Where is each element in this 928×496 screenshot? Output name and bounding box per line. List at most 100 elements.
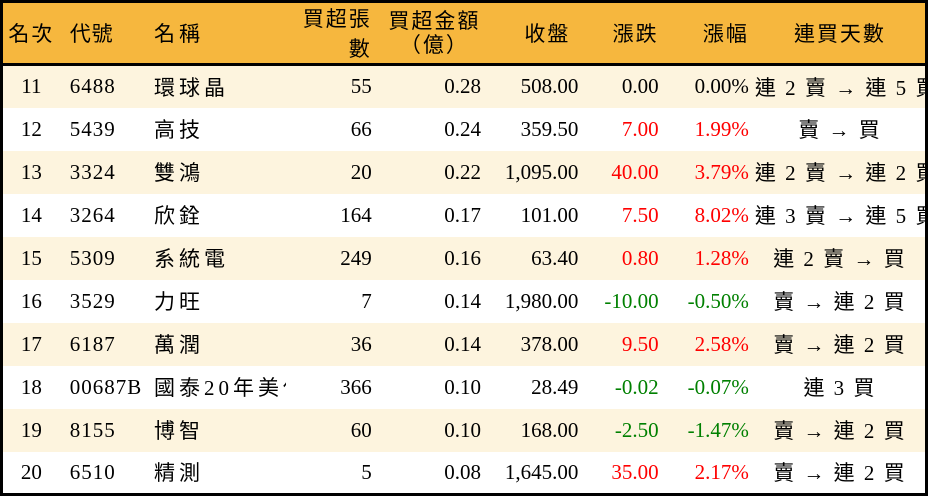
cell-buy-volume: 5: [361, 459, 372, 484]
cell-code: 6510: [69, 459, 116, 484]
cell-change: 7.00: [621, 116, 659, 141]
cell-change-pct: -0.07%: [687, 374, 749, 399]
cell-code: 6488: [69, 74, 116, 99]
cell-close: 168.00: [520, 417, 579, 442]
cell-change: -2.50: [614, 417, 659, 442]
cell-change: 9.50: [621, 331, 659, 356]
cell-change-pct: -0.50%: [687, 288, 749, 313]
cell-buy-amount: 0.14: [444, 331, 482, 356]
cell-rank: 15: [20, 245, 42, 270]
cell-change: 0.00: [621, 74, 659, 99]
table-row: 16 3529 力旺 7 0.14 1,980.00 -10.00 -0.50%…: [1, 279, 927, 323]
cell-close: 359.50: [520, 116, 579, 141]
cell-buy-amount: 0.28: [444, 74, 482, 99]
cell-change-pct: 1.28%: [694, 245, 749, 270]
header-change: 漲跌: [584, 1, 665, 66]
table-header: 名次 代號 名稱 買超張數 買超金額 （億） 收盤 漲跌 漲幅 連買天數: [1, 1, 927, 66]
cell-rank: 20: [20, 459, 42, 484]
header-buy-amount-line2: （億）: [399, 33, 469, 57]
table-row: 20 6510 精測 5 0.08 1,645.00 35.00 2.17% 賣…: [1, 451, 927, 495]
header-name: 名稱: [145, 1, 287, 66]
cell-buy-amount: 0.22: [444, 159, 482, 184]
cell-rank: 16: [20, 288, 42, 313]
cell-buy-amount: 0.08: [444, 459, 482, 484]
cell-buy-amount: 0.10: [444, 417, 482, 442]
cell-name: 精測: [153, 461, 204, 486]
cell-streak: 賣 → 連 2 買: [773, 290, 907, 314]
cell-code: 3529: [69, 288, 116, 313]
cell-change: 7.50: [621, 202, 659, 227]
cell-close: 28.49: [531, 374, 579, 399]
header-code: 代號: [59, 1, 146, 66]
cell-streak: 賣 → 連 2 買: [773, 333, 907, 357]
cell-change-pct: -1.47%: [687, 417, 749, 442]
cell-buy-amount: 0.17: [444, 202, 482, 227]
cell-change-pct: 2.58%: [694, 331, 749, 356]
table-body: 11 6488 環球晶 55 0.28 508.00 0.00 0.00% 連 …: [1, 64, 927, 495]
cell-code: 5439: [69, 116, 116, 141]
table-row: 15 5309 系統電 249 0.16 63.40 0.80 1.28% 連 …: [1, 236, 927, 280]
cell-buy-amount: 0.14: [444, 288, 482, 313]
cell-name: 萬潤: [153, 333, 204, 357]
cell-name: 高技: [153, 118, 204, 142]
cell-streak: 賣 → 連 2 買: [773, 461, 907, 486]
cell-change: 40.00: [611, 159, 659, 184]
cell-name: 環球晶: [153, 75, 229, 100]
header-close: 收盤: [487, 1, 585, 66]
cell-rank: 13: [20, 159, 42, 184]
cell-change-pct: 3.79%: [694, 159, 749, 184]
cell-rank: 11: [21, 74, 42, 99]
cell-buy-volume: 164: [340, 202, 372, 227]
header-streak: 連買天數: [754, 1, 927, 66]
cell-buy-volume: 66: [350, 116, 372, 141]
cell-change-pct: 8.02%: [694, 202, 749, 227]
cell-close: 508.00: [520, 74, 579, 99]
cell-change: 35.00: [611, 459, 659, 484]
cell-streak: 連 2 賣 → 連 5 買: [754, 75, 927, 100]
cell-close: 101.00: [520, 202, 579, 227]
cell-name: 欣銓: [153, 204, 204, 228]
cell-code: 3324: [69, 159, 116, 184]
cell-streak: 連 2 賣 → 連 2 買: [754, 161, 927, 185]
table-row: 19 8155 博智 60 0.10 168.00 -2.50 -1.47% 賣…: [1, 408, 927, 452]
header-buy-amount: 買超金額 （億）: [381, 1, 488, 66]
cell-close: 63.40: [531, 245, 579, 270]
cell-buy-volume: 60: [350, 417, 372, 442]
table-row: 17 6187 萬潤 36 0.14 378.00 9.50 2.58% 賣 →…: [1, 322, 927, 366]
cell-change: -10.00: [604, 288, 659, 313]
cell-name: 系統電: [153, 247, 229, 271]
cell-change-pct: 2.17%: [694, 459, 749, 484]
cell-change-pct: 0.00%: [694, 74, 749, 99]
cell-buy-volume: 366: [340, 374, 372, 399]
header-row: 名次 代號 名稱 買超張數 買超金額 （億） 收盤 漲跌 漲幅 連買天數: [1, 1, 927, 66]
cell-close: 1,095.00: [504, 159, 579, 184]
cell-buy-volume: 36: [350, 331, 372, 356]
cell-code: 00687B: [69, 374, 143, 399]
cell-streak: 連 3 買: [803, 376, 877, 400]
cell-name: 雙鴻: [153, 161, 204, 185]
cell-change: -0.02: [614, 374, 659, 399]
table-row: 13 3324 雙鴻 20 0.22 1,095.00 40.00 3.79% …: [1, 150, 927, 194]
cell-rank: 19: [20, 417, 42, 442]
cell-close: 1,645.00: [504, 459, 579, 484]
header-buy-amount-line1: 買超金額: [388, 8, 481, 33]
cell-streak: 賣 → 連 2 買: [773, 419, 907, 443]
header-change-pct: 漲幅: [664, 1, 755, 66]
cell-buy-volume: 249: [340, 245, 372, 270]
table-row: 18 00687B 國泰20年美債 366 0.10 28.49 -0.02 -…: [1, 365, 927, 409]
cell-buy-amount: 0.16: [444, 245, 482, 270]
cell-name: 博智: [153, 419, 204, 443]
table-row: 14 3264 欣銓 164 0.17 101.00 7.50 8.02% 連 …: [1, 193, 927, 237]
table-row: 12 5439 高技 66 0.24 359.50 7.00 1.99% 賣 →…: [1, 107, 927, 151]
cell-close: 1,980.00: [504, 288, 579, 313]
cell-streak: 連 3 賣 → 連 5 買: [754, 204, 927, 228]
cell-rank: 14: [20, 202, 42, 227]
cell-code: 6187: [69, 331, 116, 356]
header-buy-volume: 買超張數: [286, 1, 382, 66]
cell-rank: 17: [20, 331, 42, 356]
cell-change: 0.80: [621, 245, 659, 270]
cell-buy-volume: 55: [350, 74, 372, 99]
cell-rank: 18: [20, 374, 42, 399]
cell-buy-amount: 0.24: [444, 116, 482, 141]
